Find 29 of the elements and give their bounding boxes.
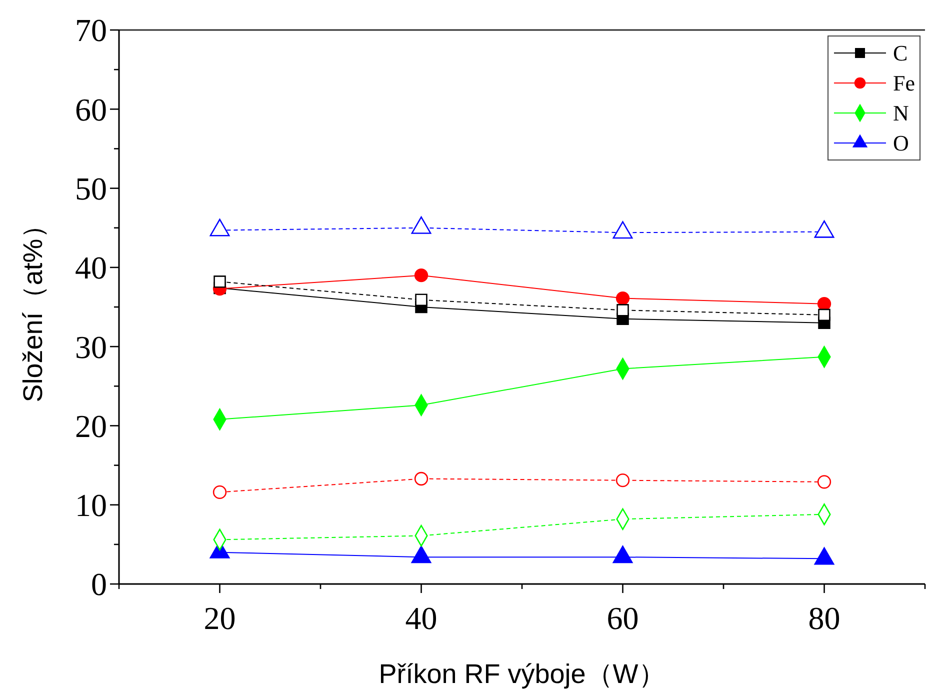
y-tick-label: 40 (75, 250, 107, 286)
y-tick-label: 50 (75, 170, 107, 206)
y-tick-label: 70 (75, 12, 107, 48)
point (817, 475, 832, 489)
x-tick-label: 40 (405, 600, 438, 636)
y-axis-title: Složení（at%） (18, 212, 48, 402)
point (212, 485, 227, 500)
y-tick-label: 0 (91, 566, 107, 602)
point (616, 474, 630, 488)
point (616, 291, 630, 306)
point (817, 297, 832, 311)
point (415, 294, 428, 306)
y-tick-label: 30 (75, 328, 107, 365)
x-tick-label: 80 (808, 600, 840, 636)
point (616, 304, 629, 316)
legend-label: N (893, 100, 909, 126)
x-tick-label: 60 (606, 600, 639, 636)
legend-label: C (893, 40, 908, 66)
legend-label: Fe (893, 70, 915, 96)
point (414, 472, 428, 486)
y-tick-label: 60 (75, 91, 107, 128)
x-tick-label: 20 (204, 600, 236, 636)
point (818, 308, 830, 322)
x-axis-title: Příkon RF výboje（W） (378, 659, 666, 689)
point (414, 268, 428, 282)
legend-label: O (893, 130, 909, 156)
point (214, 276, 226, 288)
y-tick-label: 10 (75, 487, 107, 524)
y-tick-label: 20 (75, 408, 107, 444)
